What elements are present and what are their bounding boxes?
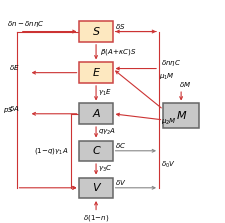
Text: M: M [176,111,185,121]
Text: $q\gamma_2 A$: $q\gamma_2 A$ [98,127,116,137]
Text: $\delta(1\!-\!n)$: $\delta(1\!-\!n)$ [83,213,109,223]
Text: V: V [92,183,99,193]
FancyBboxPatch shape [79,62,112,83]
Text: $\delta A$: $\delta A$ [9,104,20,113]
Text: $\mu_2 M$: $\mu_2 M$ [160,117,176,127]
FancyBboxPatch shape [79,21,112,42]
Text: A: A [92,109,99,119]
Text: $\gamma_3 C$: $\gamma_3 C$ [98,164,112,174]
Text: $(1\!-\!q)\gamma_1 A$: $(1\!-\!q)\gamma_1 A$ [34,146,68,156]
Text: $\delta_0 V$: $\delta_0 V$ [160,160,175,170]
Text: $\delta n\eta C$: $\delta n\eta C$ [160,58,180,68]
Text: E: E [92,68,99,78]
Text: $pS$: $pS$ [2,105,13,115]
Text: $\delta C$: $\delta C$ [114,141,125,150]
FancyBboxPatch shape [163,103,198,128]
Text: $\gamma_1 E$: $\gamma_1 E$ [98,88,112,98]
Text: $\mu_1 M$: $\mu_1 M$ [158,72,174,82]
Text: $\delta n-\delta n\eta C$: $\delta n-\delta n\eta C$ [7,19,44,29]
Text: $\delta S$: $\delta S$ [114,21,125,31]
Text: $\beta(A\!+\!\kappa C)S$: $\beta(A\!+\!\kappa C)S$ [100,47,136,57]
Text: $\delta E$: $\delta E$ [9,63,20,72]
FancyBboxPatch shape [79,103,112,124]
FancyBboxPatch shape [79,140,112,161]
Text: S: S [92,27,99,37]
Text: C: C [92,146,99,156]
Text: $\delta M$: $\delta M$ [178,80,190,89]
Text: $\delta V$: $\delta V$ [114,178,126,187]
FancyBboxPatch shape [79,178,112,198]
